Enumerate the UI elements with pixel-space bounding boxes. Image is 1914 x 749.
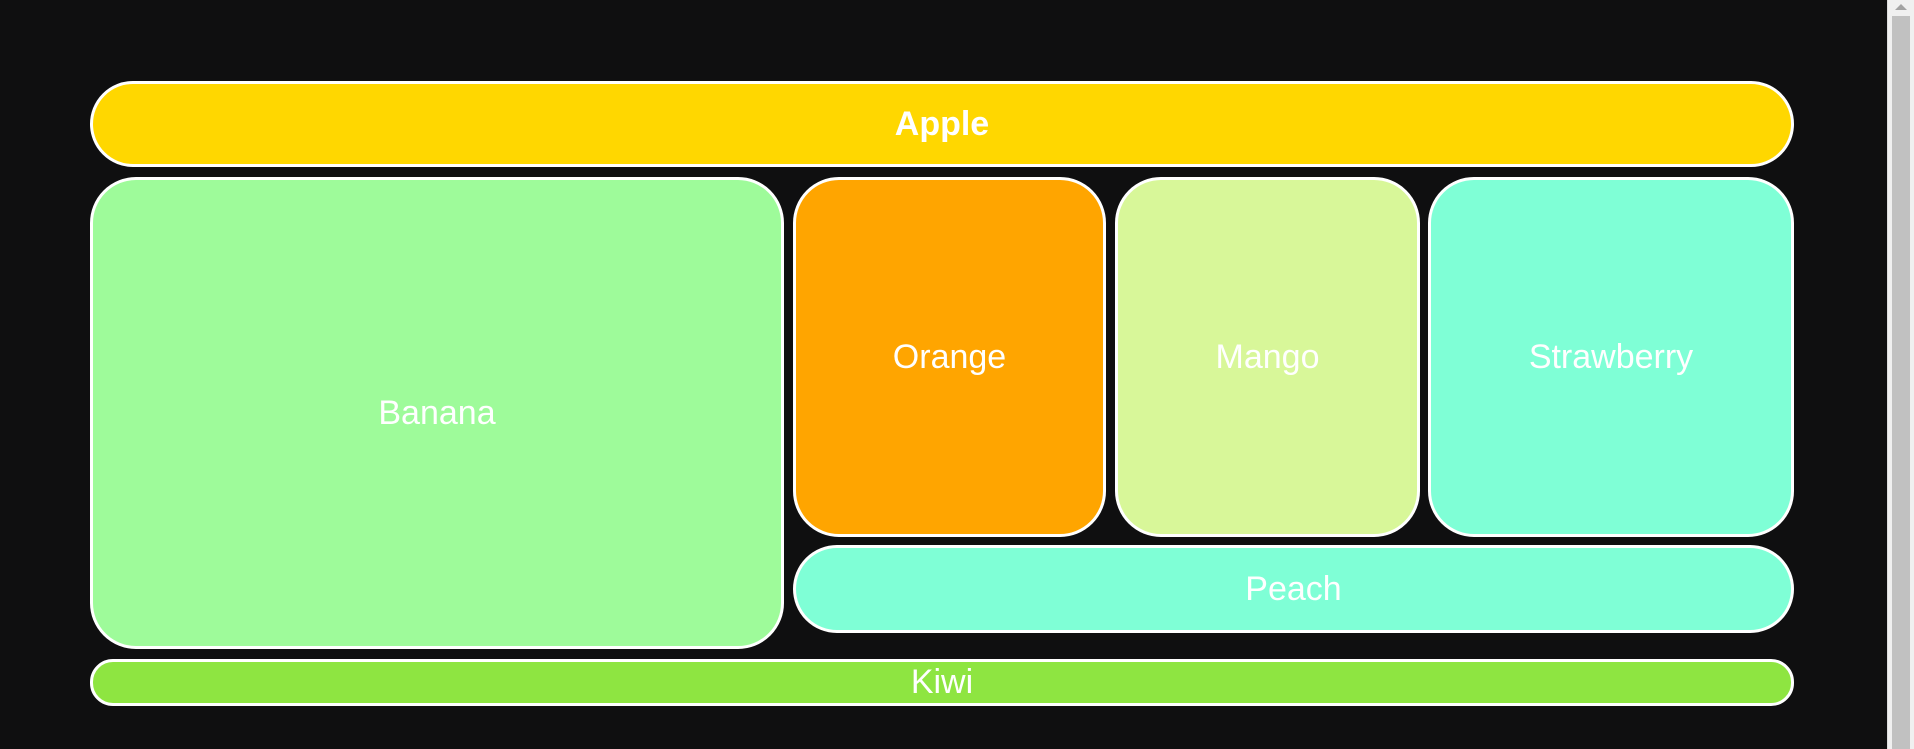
tile-mango[interactable]: Mango	[1115, 177, 1420, 537]
tile-kiwi-label: Kiwi	[910, 663, 974, 701]
tile-peach[interactable]: Peach	[793, 545, 1794, 633]
tile-mango-label: Mango	[1215, 337, 1320, 376]
tile-peach-label: Peach	[1245, 569, 1342, 608]
tile-orange[interactable]: Orange	[793, 177, 1106, 537]
tile-strawberry[interactable]: Strawberry	[1428, 177, 1794, 537]
tile-banana-label: Banana	[378, 393, 496, 432]
tile-apple-label: Apple	[894, 104, 990, 143]
tile-banana[interactable]: Banana	[90, 177, 784, 649]
tile-orange-label: Orange	[892, 337, 1007, 376]
scrollbar-thumb[interactable]	[1892, 16, 1910, 749]
vertical-scrollbar[interactable]	[1887, 0, 1914, 749]
tile-apple[interactable]: Apple	[90, 81, 1794, 167]
tile-strawberry-label: Strawberry	[1528, 337, 1694, 376]
tile-kiwi[interactable]: Kiwi	[90, 659, 1794, 706]
scroll-up-arrow-icon[interactable]	[1888, 0, 1914, 14]
